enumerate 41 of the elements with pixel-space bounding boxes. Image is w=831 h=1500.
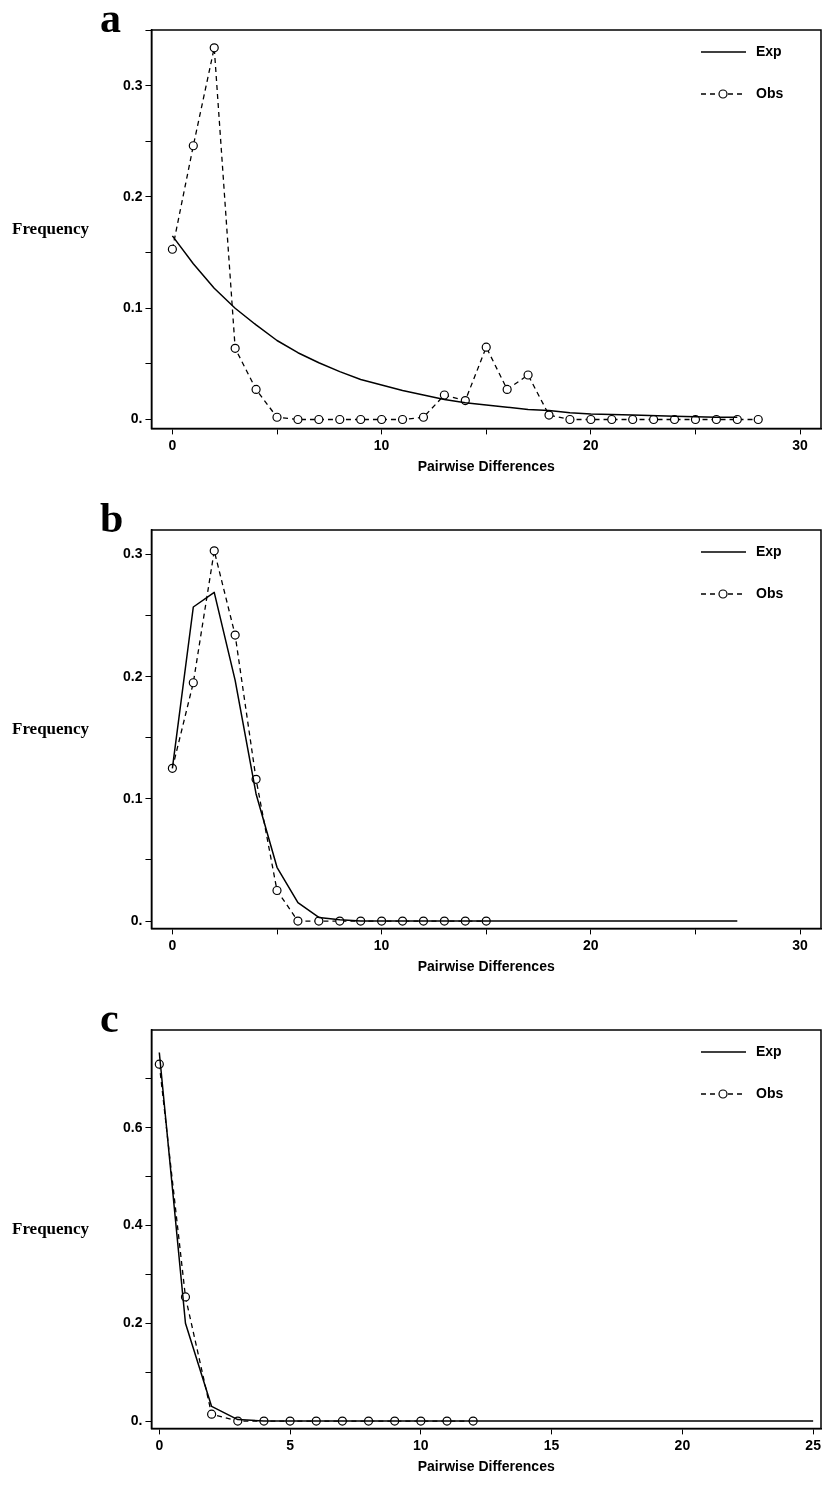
x-tick-label: 20 xyxy=(674,1436,691,1453)
x-tick-label: 25 xyxy=(805,1436,822,1453)
y-tick-label: 0. xyxy=(130,911,143,928)
chart-title: a xyxy=(100,0,121,41)
x-tick-label: 15 xyxy=(543,1436,560,1453)
y-axis-title: Frequency xyxy=(12,1218,90,1238)
y-tick-label: 0.3 xyxy=(122,76,143,93)
y-axis-title: Frequency xyxy=(12,218,90,238)
x-tick-label: 10 xyxy=(413,1436,429,1453)
y-tick-label: 0. xyxy=(130,1411,143,1428)
y-tick-label: 0.3 xyxy=(122,545,143,562)
x-tick-label: 0 xyxy=(168,436,177,453)
x-tick-label: 30 xyxy=(792,936,809,953)
y-tick-label: 0.1 xyxy=(122,789,143,806)
y-tick-label: 0.2 xyxy=(122,1314,143,1331)
y-tick-label: 0. xyxy=(130,410,143,427)
chart-title: c xyxy=(100,994,119,1041)
legend-label: Exp xyxy=(756,1042,782,1059)
legend-label: Exp xyxy=(756,42,782,59)
x-tick-label: 20 xyxy=(583,436,599,453)
x-tick-label: 30 xyxy=(792,436,809,453)
legend-label: Obs xyxy=(756,1084,784,1101)
y-axis-title: Frequency xyxy=(12,718,90,738)
x-tick-label: 0 xyxy=(168,936,177,953)
x-tick-label: 0 xyxy=(155,1436,164,1453)
y-tick-label: 0.4 xyxy=(122,1216,143,1233)
y-tick-label: 0.2 xyxy=(122,187,143,204)
x-tick-label: 5 xyxy=(286,1436,295,1453)
x-axis-title: Pairwise Differences xyxy=(417,958,555,975)
x-tick-label: 20 xyxy=(583,936,599,953)
legend-label: Obs xyxy=(756,584,784,601)
x-axis-title: Pairwise Differences xyxy=(417,1458,555,1475)
y-tick-label: 0.1 xyxy=(122,299,143,316)
legend-label: Exp xyxy=(756,542,782,559)
chart-title: b xyxy=(100,494,124,541)
y-tick-label: 0.6 xyxy=(122,1118,143,1135)
x-tick-label: 10 xyxy=(373,936,390,953)
x-tick-label: 10 xyxy=(373,436,390,453)
legend-label: Obs xyxy=(756,84,784,101)
x-axis-title: Pairwise Differences xyxy=(417,458,555,475)
y-tick-label: 0.2 xyxy=(122,667,143,684)
